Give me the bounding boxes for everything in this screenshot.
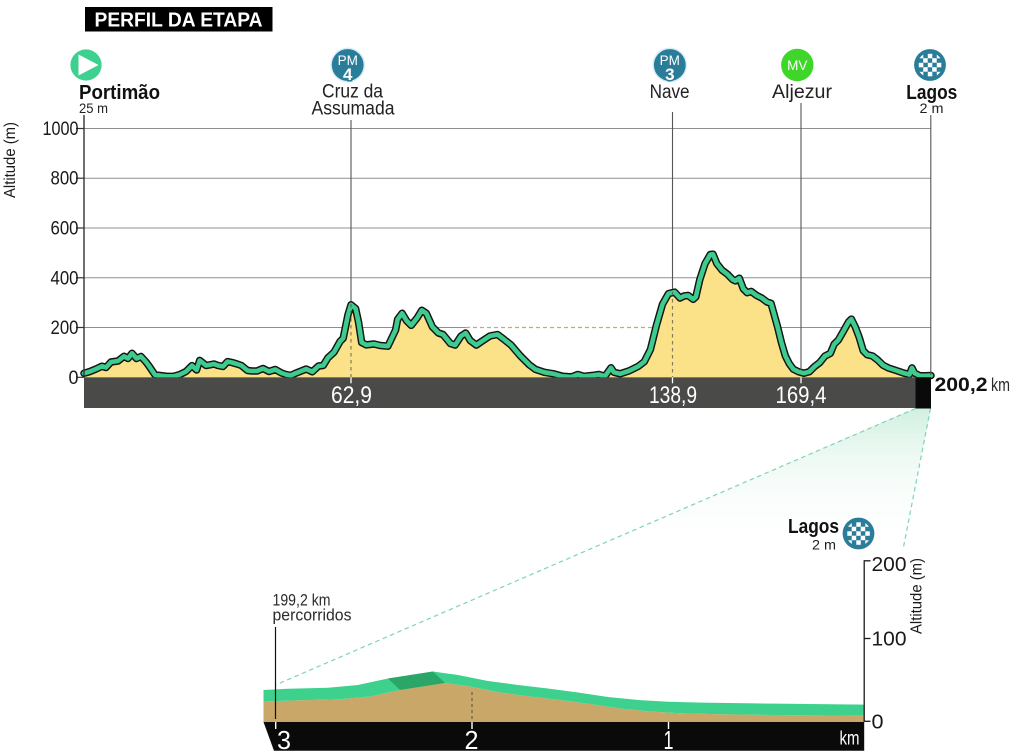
svg-text:Nave: Nave	[650, 82, 690, 103]
svg-text:3: 3	[665, 65, 674, 84]
svg-text:2: 2	[465, 725, 479, 755]
svg-text:600: 600	[51, 219, 79, 240]
svg-text:km: km	[991, 375, 1010, 395]
svg-text:100: 100	[872, 629, 907, 651]
svg-text:km: km	[840, 729, 860, 750]
svg-text:2 m: 2 m	[812, 537, 836, 553]
svg-text:Assumada: Assumada	[312, 99, 395, 120]
svg-text:25 m: 25 m	[79, 100, 108, 116]
svg-text:138,9: 138,9	[649, 382, 697, 409]
svg-text:PM: PM	[660, 53, 680, 68]
svg-text:Altitude (m): Altitude (m)	[2, 122, 19, 198]
svg-text:1: 1	[664, 725, 674, 755]
svg-text:percorridos: percorridos	[273, 607, 352, 625]
svg-text:3: 3	[277, 725, 291, 755]
svg-text:Cruz da: Cruz da	[322, 82, 383, 103]
svg-text:200: 200	[51, 318, 79, 339]
svg-text:PERFIL DA ETAPA: PERFIL DA ETAPA	[95, 10, 263, 32]
svg-text:Lagos: Lagos	[906, 82, 957, 104]
svg-text:200: 200	[872, 554, 907, 576]
svg-text:800: 800	[51, 169, 79, 190]
svg-text:Portimão: Portimão	[79, 82, 160, 104]
svg-text:Altitude (m): Altitude (m)	[909, 558, 926, 634]
svg-text:1000: 1000	[43, 119, 79, 140]
svg-text:MV: MV	[787, 58, 807, 73]
svg-text:0: 0	[69, 368, 79, 389]
svg-text:169,4: 169,4	[776, 382, 827, 409]
svg-text:PM: PM	[338, 53, 358, 68]
svg-text:2 m: 2 m	[920, 100, 944, 116]
svg-text:0: 0	[872, 711, 884, 733]
svg-text:200,2: 200,2	[935, 375, 988, 396]
svg-text:Aljezur: Aljezur	[772, 82, 833, 103]
svg-text:400: 400	[51, 268, 79, 289]
svg-text:Lagos: Lagos	[788, 516, 839, 538]
svg-text:199,2 km: 199,2 km	[273, 592, 331, 610]
svg-text:62,9: 62,9	[331, 382, 372, 409]
svg-text:4: 4	[343, 65, 353, 84]
